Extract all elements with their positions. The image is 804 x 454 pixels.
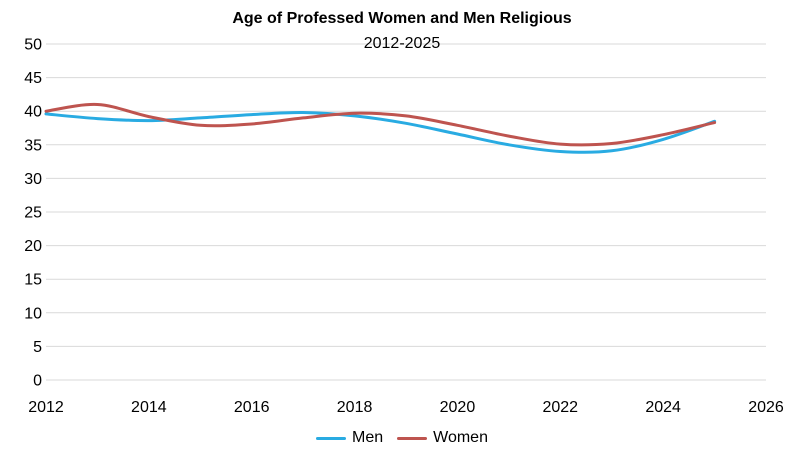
y-axis-tick-label: 20 [24,238,42,255]
x-axis-tick-label: 2022 [542,399,578,416]
x-axis-tick-label: 2020 [440,399,476,416]
y-axis-tick-label: 10 [24,305,42,322]
y-axis-tick-label: 40 [24,104,42,121]
y-axis-tick-label: 50 [24,37,42,54]
x-axis-tick-label: 2018 [337,399,373,416]
x-axis-tick-label: 2016 [234,399,270,416]
x-axis-tick-label: 2024 [645,399,681,416]
y-axis-tick-label: 30 [24,171,42,188]
legend-label-women: Women [433,429,488,446]
women-series-line-icon [397,436,428,440]
men-series-line [44,110,717,154]
legend-item-women: Women [397,429,488,447]
legend-item-men: Men [316,429,383,447]
x-axis-tick-label: 2012 [28,399,64,416]
y-axis-tick-label: 15 [24,272,42,289]
y-axis-tick-label: 5 [33,339,42,356]
legend-label-men: Men [352,429,384,446]
x-axis-tick-label: 2026 [748,399,784,416]
y-axis-tick-label: 25 [24,205,42,222]
chart-subtitle: 2012-2025 [363,35,441,52]
x-axis-tick-label: 2014 [131,399,167,416]
men-series-line-icon [316,436,347,440]
y-axis-tick-label: 0 [33,373,42,390]
chart-title: Age of Professed Women and Men Religious [232,10,572,27]
chart-legend: Men Women [0,429,804,447]
y-axis-tick-label: 35 [24,137,42,154]
y-axis-tick-label: 45 [24,70,42,87]
women-series-line [44,102,717,147]
